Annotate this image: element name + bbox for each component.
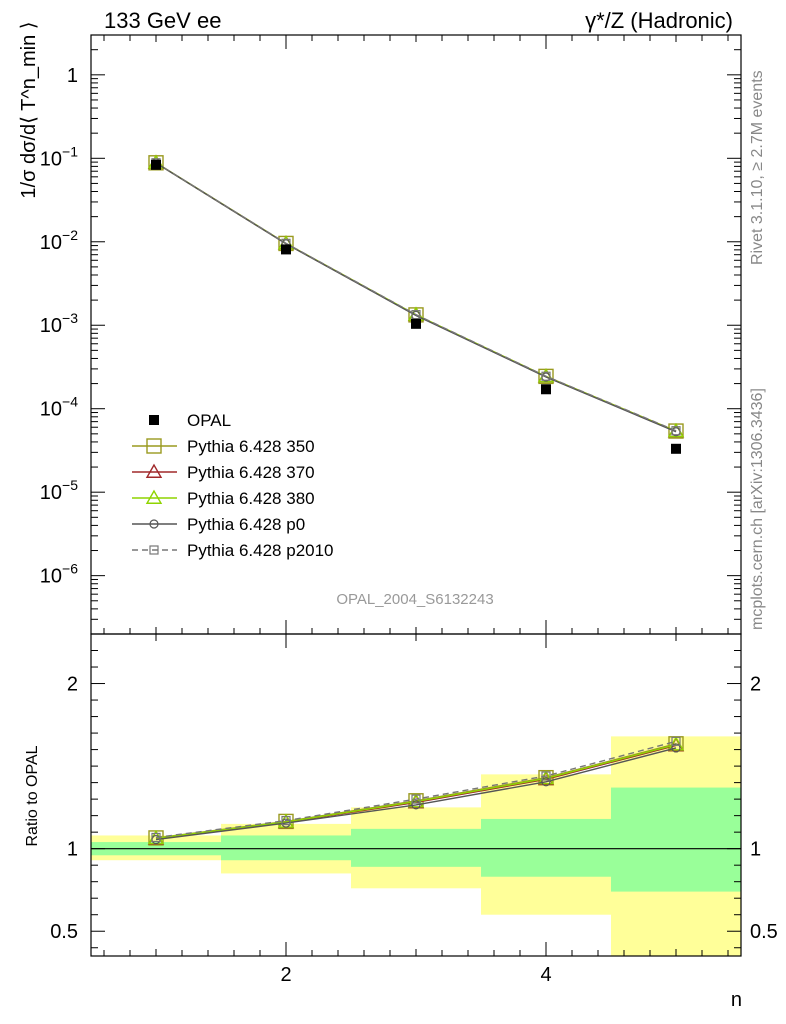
ratio-stat-band-bin (221, 835, 351, 861)
legend-label: OPAL (187, 411, 231, 430)
opal-data-point (281, 244, 291, 255)
ratio-y-tick-label: 0.5 (50, 921, 78, 943)
ratio-series-point (411, 794, 421, 804)
legend-marker (145, 489, 163, 504)
main-y-tick-label: 10−6 (40, 561, 78, 588)
ratio-x-tick-label: 2 (280, 964, 291, 986)
legend-marker (149, 545, 159, 555)
main-panel: 1 10−1 10−2 10−3 10−4 10−5 10−6 1/σ dσ/d⟨ T^n_m… (18, 21, 742, 635)
ratio-y-axis-label: Ratio to OPAL (24, 745, 41, 846)
ratio-y-tick-label: 2 (67, 674, 78, 696)
ratio-y-tick-label-right: 0.5 (750, 921, 778, 943)
main-series-line (155, 162, 677, 432)
ratio-series-point (541, 771, 551, 781)
legend-label: Pythia 6.428 p2010 (187, 541, 334, 560)
main-series-point (671, 426, 681, 436)
ratio-series-line (155, 747, 677, 841)
header-right-label: γ*/Z (Hadronic) (585, 8, 733, 33)
main-series-point (411, 310, 421, 320)
main-y-tick-label: 10−5 (40, 477, 78, 504)
ratio-y-tick-label-right: 1 (750, 839, 761, 861)
legend-label: Pythia 6.428 350 (187, 437, 315, 456)
ratio-series-line (155, 743, 677, 839)
legend-label: Pythia 6.428 370 (187, 463, 315, 482)
header-left-label: 133 GeV ee (104, 8, 221, 33)
opal-data-point (151, 159, 161, 170)
legend-marker (149, 415, 159, 425)
mcplots-side-label: mcplots.cern.ch [arXiv:1306.3436] (749, 388, 766, 630)
main-y-tick-label: 10−3 (40, 310, 78, 337)
opal-data-point (411, 318, 421, 329)
x-axis-label: n (731, 989, 742, 1011)
ratio-stat-band-bin (351, 828, 481, 867)
main-series-line (155, 162, 677, 433)
ratio-series-point (281, 815, 291, 826)
legend-marker (149, 519, 159, 529)
legend: OPAL Pythia 6.428 350 Pythia 6.428 370 Pyth… (132, 411, 334, 560)
ratio-series-point (671, 736, 681, 746)
main-y-axis-label: 1/σ dσ/d⟨ T^n_min ⟩ (18, 21, 40, 198)
ratio-series-point (541, 777, 551, 787)
legend-label: Pythia 6.428 380 (187, 489, 315, 508)
opal-data-point (671, 443, 681, 454)
opal-data-point (541, 384, 551, 395)
ratio-series-point (671, 743, 681, 753)
ratio-stat-band-bin (481, 818, 611, 877)
ratio-panel: 2 4 0.5 0.5 1 1 2 2 (50, 633, 778, 986)
main-y-tick-label: 10−1 (40, 143, 78, 170)
analysis-id-label: OPAL_2004_S6132243 (336, 591, 493, 608)
ratio-series-line (155, 740, 677, 839)
main-series-line (155, 162, 677, 432)
main-y-tick-label: 1 (67, 65, 78, 87)
ratio-stat-band-bin (611, 787, 741, 892)
ratio-y-tick-label: 1 (67, 839, 78, 861)
main-y-tick-label: 10−4 (40, 394, 78, 421)
main-y-tick-label: 10−2 (40, 227, 78, 254)
main-series-line (155, 162, 677, 433)
ratio-x-tick-label: 4 (540, 964, 551, 986)
main-series-point (541, 371, 551, 381)
main-series-line (155, 162, 677, 432)
legend-marker (145, 463, 163, 478)
ratio-series-point (411, 800, 421, 810)
legend-label: Pythia 6.428 p0 (187, 515, 305, 534)
ratio-y-tick-label-right: 2 (750, 674, 761, 696)
rivet-side-label: Rivet 3.1.10, ≥ 2.7M events (749, 70, 766, 265)
ratio-series-point (151, 832, 161, 843)
legend-marker (146, 438, 162, 454)
